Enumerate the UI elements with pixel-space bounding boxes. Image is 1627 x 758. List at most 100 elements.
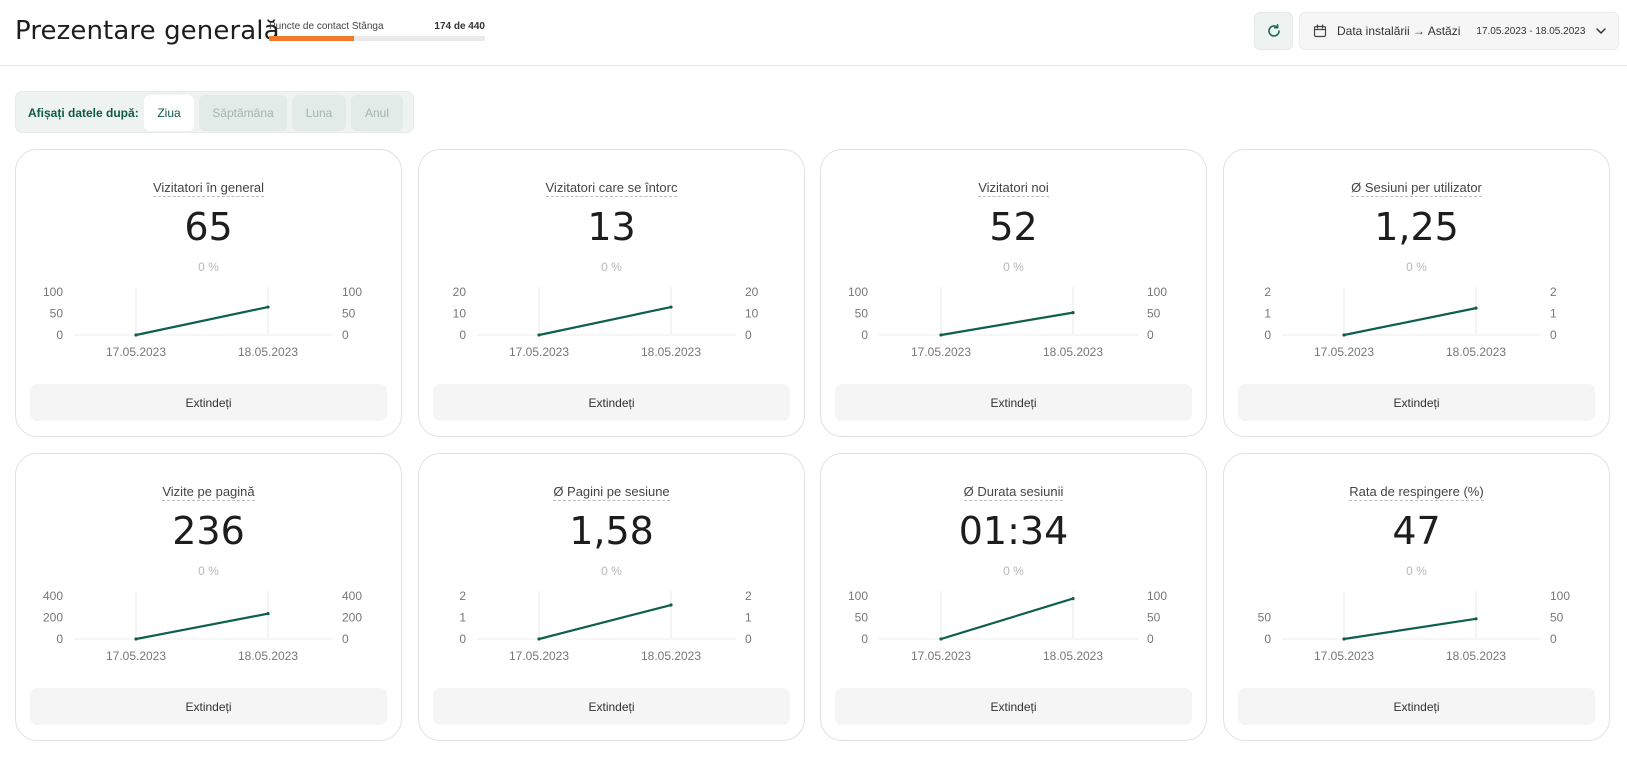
metric-change: 0 %: [601, 260, 622, 274]
y-tick-label-right: 0: [1550, 328, 1557, 342]
metric-title-text: Ø Sesiuni per utilizator: [1351, 180, 1482, 197]
series-line: [1342, 617, 1478, 641]
y-tick-label-right: 20: [745, 285, 759, 299]
y-tick-label-right: 0: [745, 632, 752, 646]
contact-points-count: 174 de 440: [434, 21, 485, 32]
metric-title[interactable]: Rata de respingere (%): [1224, 484, 1609, 501]
metric-value: 1,58: [569, 509, 654, 553]
y-tick-label-right: 0: [745, 328, 752, 342]
x-tick-label: 17.05.2023: [106, 649, 166, 663]
data-point: [669, 603, 673, 607]
contact-points-progress: [269, 36, 485, 41]
metric-title-text: Ø Durata sesiunii: [963, 484, 1064, 501]
metric-title[interactable]: Ø Sesiuni per utilizator: [1224, 180, 1609, 197]
series-line: [939, 597, 1075, 641]
x-tick-label: 18.05.2023: [1446, 345, 1506, 359]
metric-line-chart: 0 50 0 50 100 17.05.2023 18.05.2023: [1258, 589, 1571, 663]
y-tick-label-right: 100: [1147, 589, 1167, 603]
data-point: [669, 305, 673, 309]
metric-value: 65: [184, 205, 233, 249]
period-option-year[interactable]: Anul: [351, 95, 403, 131]
y-tick-label-right: 400: [342, 589, 362, 603]
metric-change: 0 %: [198, 564, 219, 578]
refresh-button[interactable]: [1254, 12, 1293, 50]
x-tick-label: 17.05.2023: [509, 345, 569, 359]
metric-title-text: Vizitatori noi: [978, 180, 1049, 197]
metric-title[interactable]: Vizitatori care se întorc: [419, 180, 804, 197]
expand-button[interactable]: Extindeți: [835, 688, 1192, 725]
date-range-selector[interactable]: Data instalării → Astăzi 17.05.2023 - 18…: [1299, 12, 1619, 50]
metric-title-text: Vizite pe pagină: [162, 484, 255, 501]
metric-change: 0 %: [1003, 564, 1024, 578]
x-tick-label: 18.05.2023: [641, 345, 701, 359]
metric-value: 47: [1392, 509, 1441, 553]
y-tick-label-left: 100: [43, 285, 63, 299]
expand-button[interactable]: Extindeți: [835, 384, 1192, 421]
y-tick-label-left: 50: [855, 611, 869, 625]
metric-line-chart: 0 1 2 0 1 2 17.05.2023 18.05.2023: [459, 589, 752, 663]
period-option-month[interactable]: Luna: [292, 95, 346, 131]
metric-change: 0 %: [1406, 564, 1427, 578]
metric-change: 0 %: [601, 564, 622, 578]
metric-title[interactable]: Ø Durata sesiunii: [821, 484, 1206, 501]
metric-line-chart: 0 50 100 0 50 100 17.05.2023 18.05.2023: [848, 285, 1167, 359]
expand-button[interactable]: Extindeți: [30, 688, 387, 725]
y-tick-label-right: 0: [1147, 632, 1154, 646]
y-tick-label-right: 100: [1147, 285, 1167, 299]
y-tick-label-right: 0: [1550, 632, 1557, 646]
metric-line-chart: 0 50 100 0 50 100 17.05.2023 18.05.2023: [43, 285, 362, 359]
expand-button[interactable]: Extindeți: [30, 384, 387, 421]
metric-title[interactable]: Vizite pe pagină: [16, 484, 401, 501]
series-line: [134, 305, 270, 337]
series-line: [1342, 307, 1478, 337]
expand-button[interactable]: Extindeți: [433, 688, 790, 725]
y-tick-label-left: 0: [1264, 328, 1271, 342]
x-tick-label: 18.05.2023: [238, 649, 298, 663]
series-line: [939, 311, 1075, 337]
data-point: [939, 637, 943, 641]
y-tick-label-left: 100: [848, 285, 868, 299]
period-option-day[interactable]: Ziua: [144, 95, 194, 131]
data-point: [939, 333, 943, 337]
metric-title[interactable]: Vizitatori noi: [821, 180, 1206, 197]
contact-points-progress-fill: [269, 36, 355, 41]
metric-value: 52: [989, 205, 1038, 249]
data-point: [266, 305, 270, 309]
y-tick-label-left: 100: [848, 589, 868, 603]
x-tick-label: 17.05.2023: [911, 649, 971, 663]
y-tick-label-right: 50: [1147, 611, 1161, 625]
metric-title-text: Vizitatori în general: [152, 180, 265, 197]
y-tick-label-right: 0: [342, 328, 349, 342]
metric-card: Rata de respingere (%) 47 0 % 0 50 0 50 100 17.0…: [1223, 453, 1610, 741]
metric-title-text: Ø Pagini pe sesiune: [553, 484, 670, 501]
x-tick-label: 17.05.2023: [1314, 345, 1374, 359]
metric-value: 1,25: [1374, 205, 1459, 249]
metric-change: 0 %: [1003, 260, 1024, 274]
y-tick-label-right: 2: [745, 589, 752, 603]
metric-title[interactable]: Vizitatori în general: [16, 180, 401, 197]
contact-points-label: Puncte de contact Stânga: [269, 21, 384, 32]
date-range-dates: 17.05.2023 - 18.05.2023: [1476, 25, 1586, 37]
y-tick-label-left: 20: [453, 285, 467, 299]
metric-card: Ø Durata sesiunii 01:34 0 % 0 50 100 0 50 100 17.…: [820, 453, 1207, 741]
x-tick-label: 17.05.2023: [911, 345, 971, 359]
y-tick-label-left: 0: [861, 328, 868, 342]
data-point: [1342, 637, 1346, 641]
metric-card: Ø Pagini pe sesiune 1,58 0 % 0 1 2 0 1 2 17.05.20…: [418, 453, 805, 741]
series-line: [537, 305, 673, 337]
data-point: [537, 333, 541, 337]
period-option-week[interactable]: Săptămâna: [199, 95, 287, 131]
expand-button[interactable]: Extindeți: [1238, 688, 1595, 725]
metric-title[interactable]: Ø Pagini pe sesiune: [419, 484, 804, 501]
expand-button[interactable]: Extindeți: [1238, 384, 1595, 421]
y-tick-label-right: 50: [1550, 611, 1564, 625]
top-header: Prezentare generală Puncte de contact St…: [0, 0, 1627, 66]
metric-value: 236: [172, 509, 245, 553]
y-tick-label-right: 200: [342, 611, 362, 625]
expand-button[interactable]: Extindeți: [433, 384, 790, 421]
data-point: [134, 333, 138, 337]
data-point: [537, 637, 541, 641]
metric-card: Ø Sesiuni per utilizator 1,25 0 % 0 1 2 0 1 2 17.…: [1223, 149, 1610, 437]
metric-title-text: Rata de respingere (%): [1349, 484, 1484, 501]
series-line: [134, 612, 270, 641]
